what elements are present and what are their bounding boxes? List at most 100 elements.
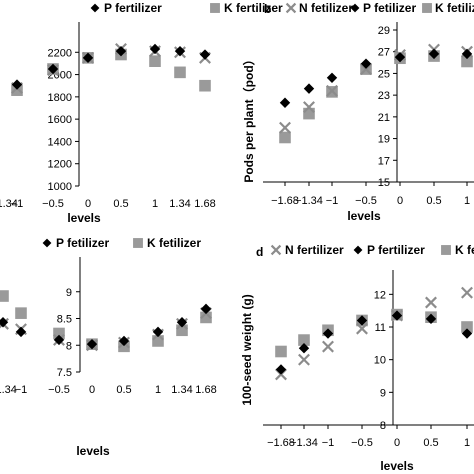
panel-d-point-n — [298, 353, 310, 366]
panel-b-legend-label: N fetilizer — [299, 1, 353, 15]
panel-d-y-tick-label: 12 — [374, 289, 386, 301]
panel-d-legend-label: P fertilizer — [367, 243, 425, 257]
panel-b-y-tick-label: 25 — [378, 68, 390, 80]
panel-b-x-tick-label: 0 — [397, 195, 403, 207]
panel-c-point-k — [0, 290, 9, 302]
panel-d-x-tick-label: −1.34 — [290, 437, 318, 449]
panel-c-point-p — [15, 326, 27, 338]
panel-c-x-tick-label: 1.68 — [195, 384, 216, 396]
panel-d-point-p — [391, 310, 403, 321]
panel-b-legend-marker — [350, 3, 360, 13]
panel-a-point-p — [174, 45, 186, 57]
panel-d-y-axis-title: 100-seed weight (g) — [240, 294, 254, 405]
panel-a-x-tick-label: −1.34 — [0, 198, 18, 210]
panel-c-y-tick-label: 8.5 — [57, 314, 72, 326]
panel-a-x-tick-label: 0.5 — [113, 198, 128, 210]
panel-b-point-p — [394, 51, 406, 63]
panel-c-legend-label: P fetilizer — [56, 236, 109, 250]
panel-b-point-n — [326, 84, 338, 97]
panel-b-point-n — [279, 121, 291, 134]
panel-d-point-p — [322, 328, 334, 339]
panel-a-y-tick-label: 1200 — [48, 159, 72, 171]
panel-a-x-tick-label: 0 — [85, 198, 91, 210]
panel-d-y-tick-label: 8 — [380, 420, 386, 432]
panel-a-legend-marker — [90, 3, 100, 13]
panel-d-x-axis-title: levels — [380, 459, 414, 473]
panel-d-point-p — [425, 313, 437, 325]
panel-d-point-k — [461, 321, 473, 333]
panel-b-y-tick-label: 29 — [378, 25, 390, 37]
panel-a-x-tick-label: 1.34 — [169, 198, 190, 210]
panel-a-legend-marker — [210, 3, 220, 13]
panel-b-label: b — [264, 2, 271, 16]
panel-d-legend-marker — [441, 245, 451, 255]
panel-a-y-tick-label: 1000 — [48, 181, 72, 193]
panel-a-legend-label: K fertilizer — [224, 1, 283, 15]
panel-c-x-tick-label: 1 — [155, 384, 161, 396]
panel-a-point-p — [149, 43, 161, 55]
panel-b-y-tick-label: 27 — [378, 47, 390, 59]
panel-d-legend-marker — [353, 245, 363, 255]
panel-c-point-p — [176, 317, 188, 328]
panel-c-x-tick-label: 0 — [89, 384, 95, 396]
panel-a-x-tick-label: 1 — [152, 198, 158, 210]
panel-c-point-k — [200, 311, 212, 324]
panel-c-x-tick-label: −1 — [15, 384, 28, 396]
panel-b-y-tick-label: 19 — [378, 134, 390, 146]
panel-b-legend-label: K fetilizer — [435, 1, 474, 15]
panel-c-x-axis-title: levels — [76, 444, 110, 458]
panel-d-legend-label: K fetilizer — [455, 243, 474, 257]
panel-a-point-p — [199, 49, 211, 60]
panel-c-point-p — [86, 338, 98, 350]
panel-a-x-tick-label: −1 — [11, 198, 24, 210]
panel-b-x-tick-label: −0.5 — [355, 195, 377, 207]
panel-a-point-p — [47, 63, 59, 75]
panel-b-point-n — [360, 63, 372, 76]
panel-a-point-p — [115, 45, 127, 57]
panel-b-point-p — [428, 48, 440, 60]
panel-b-legend-label: P fetilizer — [363, 1, 416, 15]
panel-c-point-p — [152, 326, 164, 338]
panel-a-x-tick-label: 1.68 — [194, 198, 215, 210]
panel-a-y-tick-label: 2200 — [48, 47, 72, 59]
panel-d-label: d — [256, 245, 263, 259]
panel-c-legend-marker — [42, 238, 52, 248]
panel-c-x-tick-label: 1.34 — [171, 384, 192, 396]
panel-d-x-tick-label: 1 — [464, 437, 470, 449]
panel-b-y-tick-label: 23 — [378, 90, 390, 102]
panel-d-point-p — [461, 328, 473, 339]
panel-b-y-tick-label: 17 — [378, 155, 390, 167]
panel-a-point-k — [174, 66, 186, 79]
panel-a-y-tick-label: 1400 — [48, 136, 72, 148]
panel-d-point-k — [275, 345, 287, 358]
panel-d-legend-marker — [270, 244, 282, 256]
panel-b-point-k — [279, 131, 291, 144]
panel-c-point-k — [176, 324, 188, 337]
panel-d-point-n — [461, 286, 473, 299]
panel-c-x-tick-label: 0.5 — [116, 384, 131, 396]
panel-d-legend-label: N fertilizer — [285, 243, 344, 257]
panel-d-y-tick-label: 11 — [375, 322, 386, 334]
panel-a-point-k — [199, 79, 211, 92]
panel-a-point-k — [11, 84, 23, 96]
panel-b-point-p — [303, 83, 315, 94]
panel-d-point-p — [275, 364, 287, 375]
panel-b-point-p — [326, 72, 338, 83]
panel-a-point-p — [11, 79, 23, 90]
panel-c-legend-marker — [133, 238, 143, 248]
panel-a-point-p — [82, 52, 94, 64]
panel-c-point-k — [53, 327, 65, 340]
panel-c-point-k — [118, 340, 130, 353]
panel-b-point-n — [303, 101, 315, 114]
panel-a-y-tick-label: 1800 — [48, 92, 72, 104]
panel-b-x-tick-label: 0.5 — [426, 195, 441, 207]
panel-b-legend-marker — [422, 3, 432, 13]
panel-b-x-tick-label: −1.34 — [295, 195, 323, 207]
panel-b-x-tick-label: 1 — [464, 195, 470, 207]
panel-b-point-p — [461, 48, 473, 60]
panel-a-point-k — [149, 55, 161, 67]
panel-c-point-p — [200, 303, 212, 315]
panel-c-point-p — [53, 334, 65, 346]
panel-d-point-n — [425, 296, 437, 309]
panel-d-x-tick-label: 0.5 — [423, 437, 438, 449]
